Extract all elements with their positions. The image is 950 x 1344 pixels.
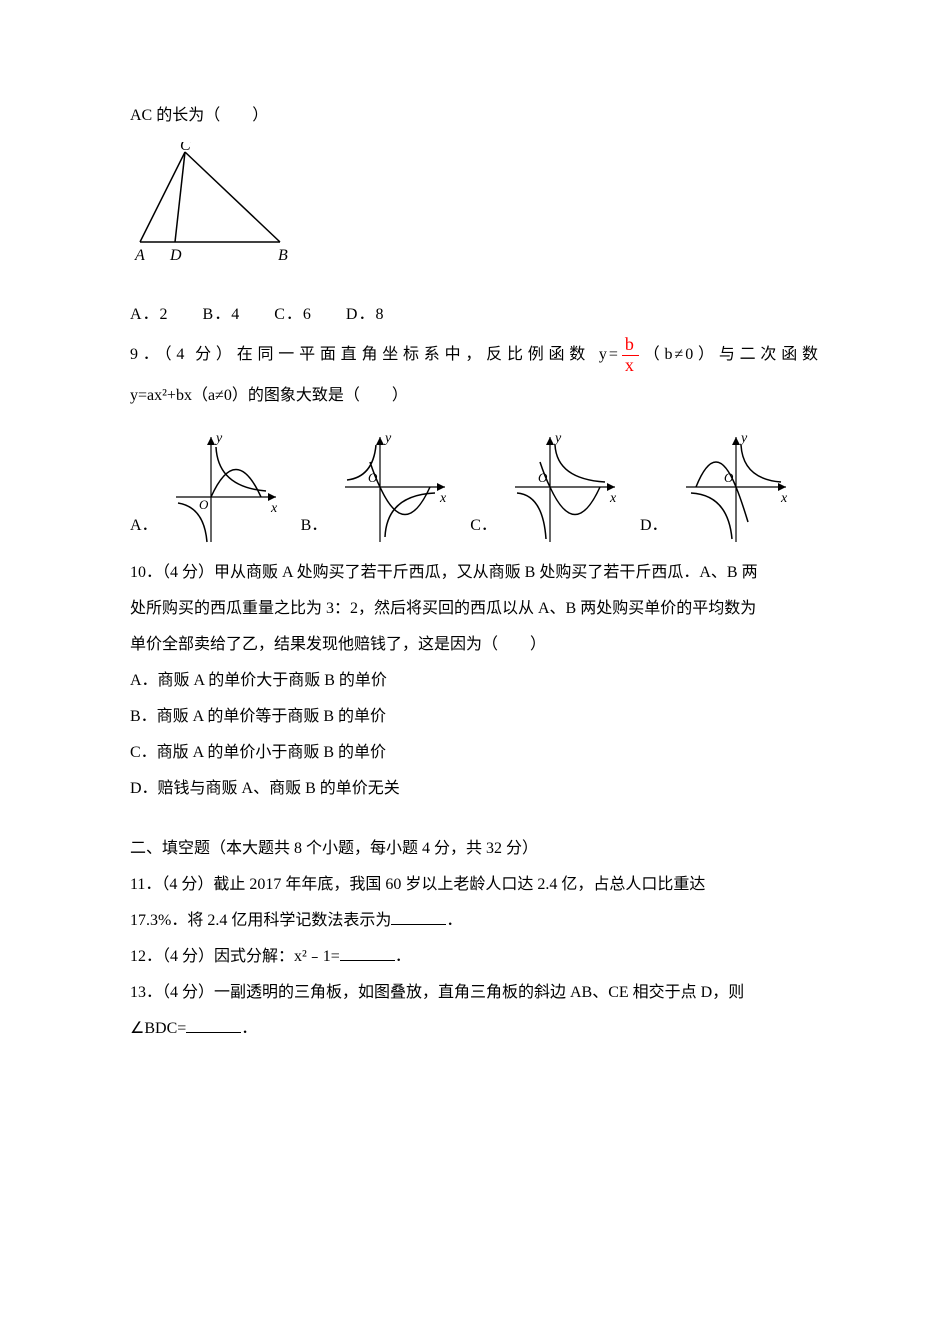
- option-label-A: A．: [130, 510, 158, 547]
- q9-graph-row: A． y x O B． y x O: [130, 427, 820, 547]
- q11-line2: 17.3%．将 2.4 亿用科学记数法表示为 ．: [130, 905, 820, 937]
- option-label-B: B．: [301, 510, 328, 547]
- q10-optA: A．商贩 A 的单价大于商贩 B 的单价: [130, 665, 820, 697]
- q13-line2-prefix: ∠BDC=: [130, 1020, 186, 1037]
- q11-line1: 11．（4 分）截止 2017 年年底，我国 60 岁以上老龄人口达 2.4 亿…: [130, 869, 820, 901]
- q10-optD: D．赔钱与商贩 A、商贩 B 的单价无关: [130, 773, 820, 805]
- q9-stem-suffix: （b≠0）与二次函数: [641, 346, 820, 363]
- q9-option-B: B． y x O: [301, 427, 456, 547]
- q10-line2: 处所购买的西瓜重量之比为 3：2，然后将买回的西瓜以从 A、B 两处购买单价的平…: [130, 593, 820, 625]
- section2-title: 二、填空题（本大题共 8 个小题，每小题 4 分，共 32 分）: [130, 833, 820, 865]
- q13-line1: 13．（4 分）一副透明的三角板，如图叠放，直角三角板的斜边 AB、CE 相交于…: [130, 977, 820, 1009]
- q8-choices: A．2 B．4 C．6 D．8: [130, 299, 820, 331]
- q9-stem-line1: 9．（4 分）在同一平面直角坐标系中，反比例函数 y=bx（b≠0）与二次函数: [130, 335, 820, 376]
- spacer: [130, 809, 820, 833]
- svg-text:x: x: [609, 491, 617, 506]
- q11-line2-suffix: ．: [446, 912, 462, 929]
- svg-text:y: y: [214, 431, 223, 446]
- label-B: B: [278, 247, 288, 264]
- q11-blank: [391, 907, 446, 925]
- graph-B-svg: y x O: [335, 427, 455, 547]
- q8-triangle-diagram: A D B C: [130, 142, 820, 279]
- svg-text:x: x: [439, 491, 447, 506]
- q12: 12．（4 分）因式分解：x²﹣1= ．: [130, 941, 820, 973]
- q10-optC: C．商版 A 的单价小于商贩 B 的单价: [130, 737, 820, 769]
- q11-line2-prefix: 17.3%．将 2.4 亿用科学记数法表示为: [130, 912, 391, 929]
- svg-text:y: y: [383, 431, 392, 446]
- q9-stem-prefix: 9．（4 分）在同一平面直角坐标系中，反比例函数 y=: [130, 346, 620, 363]
- svg-text:x: x: [780, 491, 788, 506]
- q8-stem: AC 的长为（ ）: [130, 100, 820, 132]
- graph-D-svg: y x O: [676, 427, 796, 547]
- q9-stem-line2: y=ax²+bx（a≠0）的图象大致是（ ）: [130, 380, 820, 412]
- option-label-D: D．: [640, 510, 668, 547]
- q13-line2-suffix: ．: [241, 1020, 257, 1037]
- q10-line3: 单价全部卖给了乙，结果发现他赔钱了，这是因为（ ）: [130, 629, 820, 661]
- fraction-den: x: [622, 356, 639, 376]
- svg-text:y: y: [739, 431, 748, 446]
- q10-optB: B．商贩 A 的单价等于商贩 B 的单价: [130, 701, 820, 733]
- fraction-num: b: [622, 335, 639, 356]
- svg-text:O: O: [199, 497, 209, 512]
- label-C: C: [180, 142, 191, 154]
- q10-line1: 10．（4 分）甲从商贩 A 处购买了若干斤西瓜，又从商贩 B 处购买了若干斤西…: [130, 557, 820, 589]
- q13-line2: ∠BDC= ．: [130, 1013, 820, 1045]
- label-A: A: [134, 247, 145, 264]
- fraction-b-over-x: bx: [622, 335, 639, 376]
- q13-blank: [186, 1015, 241, 1033]
- q9-option-C: C． y x O: [470, 427, 625, 547]
- graph-A-svg: y x O: [166, 427, 286, 547]
- triangle-svg: A D B C: [130, 142, 300, 267]
- option-label-C: C．: [470, 510, 497, 547]
- q9-option-A: A． y x O: [130, 427, 286, 547]
- q9-option-D: D． y x O: [640, 427, 796, 547]
- q12-blank: [340, 943, 395, 961]
- q12-suffix: ．: [395, 948, 411, 965]
- q12-prefix: 12．（4 分）因式分解：x²﹣1=: [130, 948, 340, 965]
- svg-text:y: y: [553, 431, 562, 446]
- svg-text:x: x: [270, 501, 278, 516]
- graph-C-svg: y x O: [505, 427, 625, 547]
- label-D: D: [169, 247, 182, 264]
